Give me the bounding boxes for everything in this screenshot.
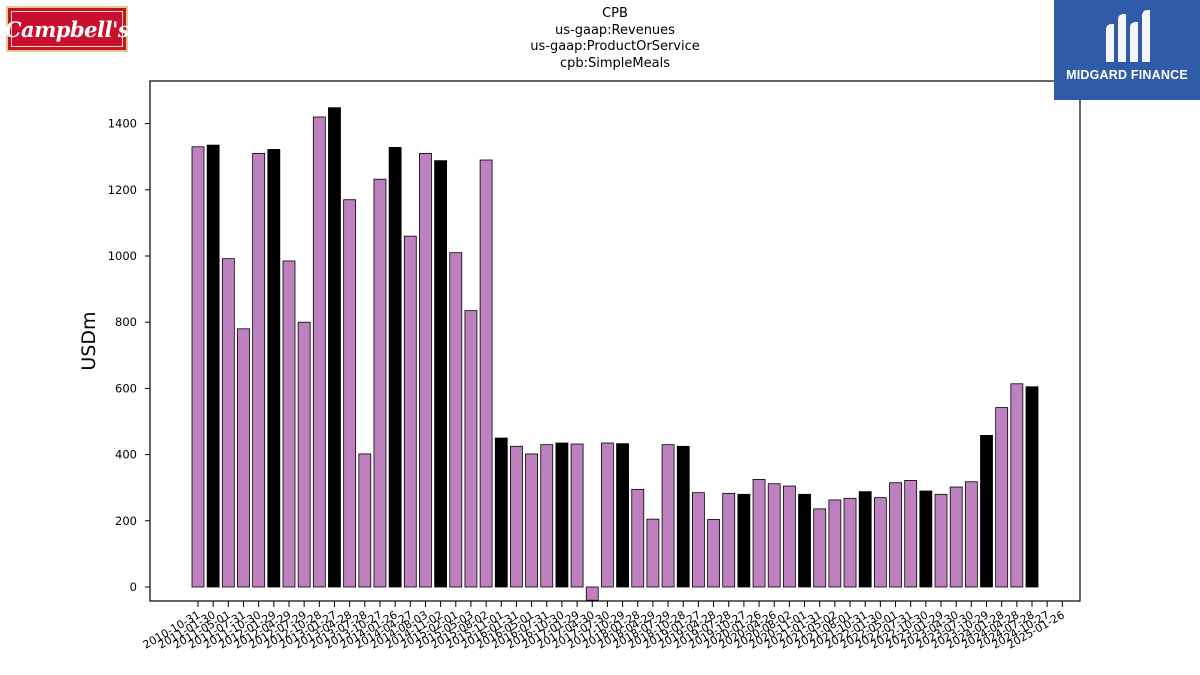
- bar: [616, 443, 629, 588]
- chart-title-line-3: us-gaap:ProductOrService: [530, 39, 700, 54]
- bar: [585, 586, 599, 601]
- bar: [1010, 383, 1024, 588]
- bar: [358, 453, 372, 588]
- plot-frame: [149, 80, 1081, 602]
- chart-title: CPB us-gaap:Revenues us-gaap:ProductOrSe…: [415, 6, 815, 72]
- bar: [904, 480, 918, 588]
- chart-title-line-1: CPB: [602, 6, 628, 21]
- bar: [540, 444, 554, 588]
- bar: [858, 491, 872, 588]
- bar: [843, 497, 857, 588]
- bar: [661, 444, 675, 588]
- bar: [813, 508, 827, 588]
- midgard-mark-icon: [1106, 10, 1150, 62]
- bar: [782, 485, 796, 588]
- bar: [252, 152, 266, 588]
- bar: [1025, 386, 1039, 588]
- bar: [494, 437, 508, 588]
- bar: [237, 328, 250, 588]
- bar: [328, 107, 341, 588]
- bar: [995, 407, 1009, 588]
- bar: [403, 235, 417, 588]
- bar: [570, 443, 584, 588]
- chart-title-line-4: cpb:SimpleMeals: [560, 55, 670, 71]
- y-tick-label: 600: [115, 381, 137, 395]
- bar: [873, 497, 887, 588]
- bar: [601, 442, 614, 588]
- bar: [449, 252, 463, 588]
- campbells-logo: Campbell's: [4, 6, 130, 52]
- y-tick-label: 1200: [108, 183, 137, 197]
- bar: [919, 490, 933, 588]
- bar: [631, 488, 645, 588]
- bar: [828, 499, 842, 588]
- bar: [343, 199, 357, 588]
- bar: [510, 445, 523, 588]
- bar: [722, 492, 736, 588]
- y-tick-label: 1000: [108, 249, 137, 263]
- bar: [464, 310, 478, 588]
- bar: [555, 442, 569, 588]
- midgard-finance-logo-text: MIDGARD FINANCE: [1066, 68, 1188, 82]
- bar: [434, 160, 448, 588]
- bar: [980, 434, 993, 588]
- logo-border: [11, 11, 123, 47]
- bar: [692, 492, 705, 588]
- chart-title-line-2: us-gaap:Revenues: [555, 22, 675, 38]
- bar: [267, 149, 281, 588]
- bar: [191, 146, 205, 588]
- bar: [221, 258, 235, 588]
- y-tick-label: 1400: [108, 117, 137, 131]
- bar: [206, 144, 220, 588]
- y-axis-label: USDm: [78, 311, 100, 370]
- y-tick-label: 400: [115, 448, 137, 462]
- bar: [752, 479, 766, 588]
- midgard-finance-logo: MIDGARD FINANCE: [1054, 0, 1200, 100]
- bar: [419, 152, 432, 588]
- bar: [646, 518, 660, 588]
- campbells-logo-text: Campbell's: [4, 16, 130, 42]
- bar: [282, 260, 296, 588]
- bar: [737, 493, 751, 588]
- y-tick-label: 800: [115, 315, 137, 329]
- bar: [373, 178, 387, 588]
- bar: [297, 321, 311, 588]
- bar: [934, 493, 948, 588]
- bar: [798, 493, 811, 588]
- bar: [949, 486, 963, 588]
- bar: [889, 482, 902, 588]
- bar: [479, 159, 493, 588]
- bar: [676, 445, 690, 588]
- bar: [525, 453, 538, 588]
- bar: [312, 116, 326, 588]
- y-tick-label: 0: [130, 580, 137, 594]
- bar: [388, 147, 402, 588]
- y-tick-label: 200: [115, 514, 137, 528]
- bar: [964, 481, 978, 588]
- bar: [707, 519, 720, 588]
- bar: [767, 483, 781, 588]
